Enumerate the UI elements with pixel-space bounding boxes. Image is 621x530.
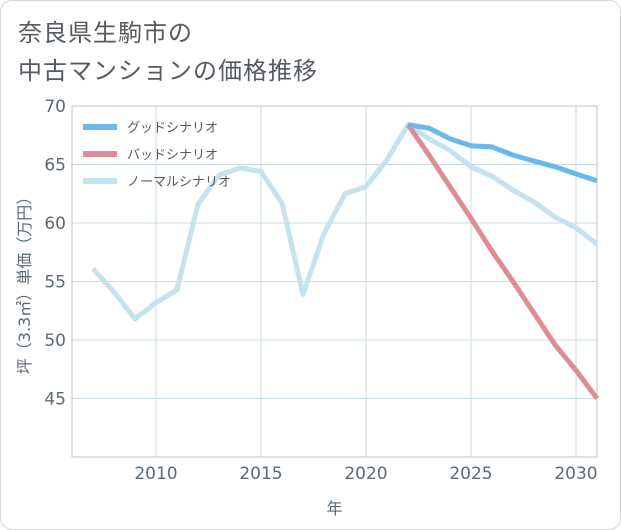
y-tick-label: 65 (44, 156, 66, 176)
series-line-2 (91, 122, 599, 322)
legend-label: ノーマルシナリオ (127, 175, 231, 190)
legend-label: グッドシナリオ (127, 121, 218, 136)
chart-title-line-1: 奈良県生駒市の (18, 19, 193, 47)
plot-area (71, 105, 598, 458)
tick-labels: 45 50 55 60 65 70 2010 2015 2020 2025 2030 (44, 97, 597, 484)
x-tick-label: 2025 (449, 464, 492, 484)
y-tick-label: 55 (44, 273, 66, 293)
x-tick-label: 2015 (239, 464, 282, 484)
y-axis-title: 坪（3.3㎡）単価（万円） (15, 189, 34, 374)
x-tick-label: 2030 (554, 464, 597, 484)
y-tick-label: 45 (44, 390, 66, 410)
y-tick-label: 50 (44, 331, 66, 351)
series-lines (91, 122, 600, 400)
series-line-1 (405, 123, 600, 400)
series-line-0 (407, 122, 598, 184)
chart-title: 奈良県生駒市の 中古マンションの価格推移 (18, 14, 318, 90)
x-tick-label: 2010 (134, 464, 177, 484)
legend-label: バッドシナリオ (127, 148, 218, 163)
y-tick-label: 60 (44, 214, 66, 234)
x-axis-title: 年 (326, 499, 342, 518)
grid-lines (72, 105, 597, 457)
chart-title-line-2: 中古マンションの価格推移 (18, 57, 318, 85)
x-tick-label: 2020 (344, 464, 387, 484)
y-tick-label: 70 (44, 97, 66, 117)
